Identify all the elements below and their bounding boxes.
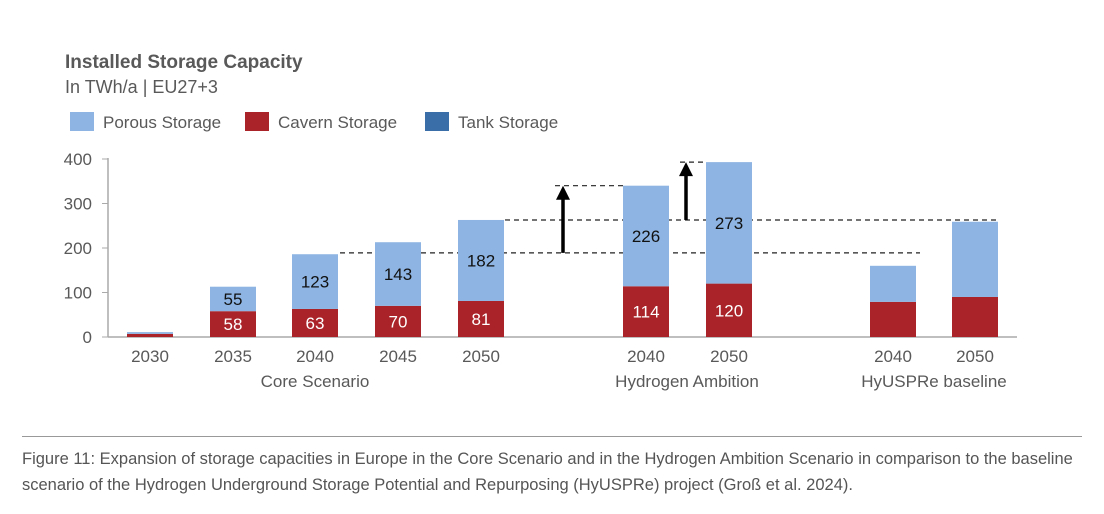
bar-porous [458, 219, 504, 301]
data-label-porous: 182 [467, 251, 495, 270]
x-tick-label: 2040 [627, 347, 665, 366]
chart-subtitle: In TWh/a | EU27+3 [65, 77, 218, 97]
legend-swatch [245, 112, 269, 131]
x-tick-label: 2050 [956, 347, 994, 366]
x-tick-label: 2040 [296, 347, 334, 366]
group-label: Hydrogen Ambition [615, 372, 759, 391]
data-label-cavern: 70 [389, 312, 408, 331]
data-label-porous: 226 [632, 227, 660, 246]
bar-porous [952, 221, 998, 297]
legend-swatch [425, 112, 449, 131]
group-label: Core Scenario [261, 372, 370, 391]
bar-porous [870, 265, 916, 302]
bar-cavern [292, 308, 338, 337]
data-label-cavern: 63 [306, 314, 325, 333]
x-tick-label: 2035 [214, 347, 252, 366]
bar-porous [375, 242, 421, 306]
bar-cavern [375, 305, 421, 337]
legend-label: Porous Storage [103, 113, 221, 132]
x-tick-label: 2030 [131, 347, 169, 366]
bar-porous [292, 254, 338, 309]
bar-porous [127, 332, 173, 334]
legend-label: Tank Storage [458, 113, 558, 132]
data-label-cavern: 120 [715, 301, 743, 320]
data-label-porous: 143 [384, 265, 412, 284]
y-tick-label: 0 [83, 328, 92, 347]
bar-cavern [952, 296, 998, 337]
bar-cavern [458, 300, 504, 337]
divider [22, 436, 1082, 437]
data-label-cavern: 58 [224, 315, 243, 334]
bar-cavern [623, 286, 669, 337]
y-tick-label: 300 [64, 195, 92, 214]
legend-swatch [70, 112, 94, 131]
data-label-cavern: 81 [472, 310, 491, 329]
group-label: HyUSPRe baseline [861, 372, 1007, 391]
bar-porous [210, 286, 256, 312]
data-label-cavern: 114 [632, 303, 659, 322]
bar-cavern [210, 311, 256, 337]
legend-label: Cavern Storage [278, 113, 397, 132]
y-tick-label: 200 [64, 239, 92, 258]
x-tick-label: 2045 [379, 347, 417, 366]
bar-cavern [870, 301, 916, 337]
x-tick-label: 2040 [874, 347, 912, 366]
data-label-porous: 273 [715, 214, 743, 233]
legend: Porous Storage Cavern Storage Tank Storage [70, 112, 558, 132]
arrow-head [679, 162, 693, 177]
stacked-bar-chart: Installed Storage Capacity In TWh/a | EU… [64, 52, 1017, 391]
data-label-porous: 55 [224, 290, 243, 309]
bar-cavern [706, 283, 752, 337]
arrow-head [556, 185, 570, 200]
bar-cavern [127, 333, 173, 337]
data-label-porous: 123 [301, 273, 329, 292]
figure-caption: Figure 11: Expansion of storage capaciti… [22, 450, 1073, 494]
bar-porous [706, 162, 752, 284]
y-tick-label: 400 [64, 150, 92, 169]
chart-title: Installed Storage Capacity [65, 52, 303, 73]
y-tick-label: 100 [64, 284, 92, 303]
x-tick-label: 2050 [710, 347, 748, 366]
bar-porous [623, 185, 669, 287]
x-tick-label: 2050 [462, 347, 500, 366]
